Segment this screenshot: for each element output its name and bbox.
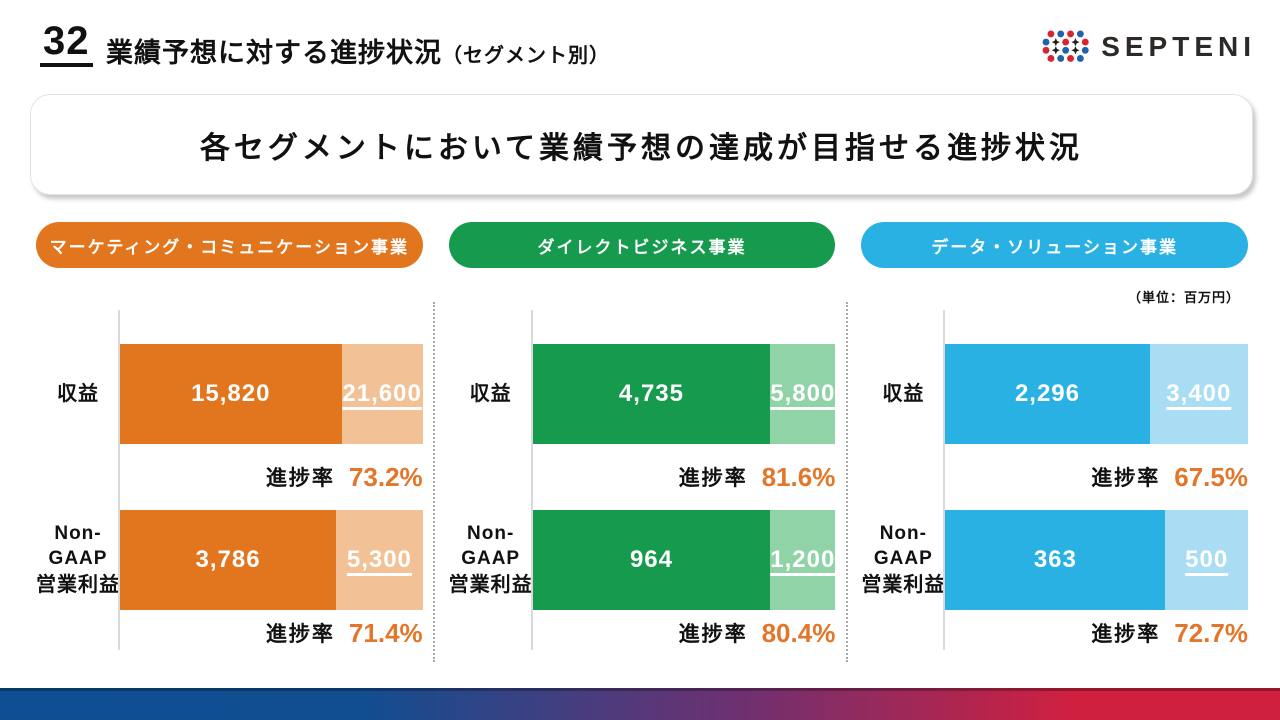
revenue-bar-row: 収益 15,820 21,600 [36, 344, 423, 444]
profit-bar-row: Non- GAAP 営業利益 363 500 [861, 510, 1248, 610]
footer-gradient-bar [0, 688, 1280, 720]
progress-label: 進捗率 [1091, 623, 1161, 646]
revenue-label: 収益 [882, 383, 925, 405]
progress-label: 進捗率 [678, 467, 748, 490]
page-number: 32 [40, 20, 93, 67]
profit-forecast-bar: 5,300 [336, 510, 423, 610]
charts-area: 収益 15,820 21,600 進捗率 73.2% Non- GAAP 営業利… [36, 302, 1248, 662]
progress-value: 80.4% [761, 617, 836, 648]
profit-label: Non- GAAP 営業利益 [448, 523, 533, 596]
profit-actual-value: 964 [629, 546, 673, 573]
profit-actual-bar: 363 [945, 510, 1166, 610]
septeni-logo-mark-icon [1042, 30, 1089, 62]
profit-forecast-bar: 500 [1165, 510, 1248, 610]
revenue-actual-value: 15,820 [191, 380, 271, 407]
chart-group-marketing: 収益 15,820 21,600 進捗率 73.2% Non- GAAP 営業利… [36, 310, 423, 660]
revenue-actual-value: 2,296 [1014, 380, 1080, 407]
revenue-label: 収益 [57, 383, 99, 405]
profit-progress-row: 進捗率 80.4% [449, 610, 836, 656]
axis-line [530, 310, 533, 650]
profit-actual-bar: 3,786 [120, 510, 337, 610]
profit-progress-row: 進捗率 72.7% [861, 610, 1248, 656]
progress-label: 進捗率 [265, 467, 335, 490]
progress-label: 進捗率 [678, 623, 748, 646]
progress-value: 73.2% [348, 461, 423, 492]
profit-bar: 964 1,200 [532, 510, 836, 610]
revenue-bar: 4,735 5,800 [532, 344, 836, 444]
progress-value: 72.7% [1174, 617, 1248, 648]
revenue-forecast-bar: 3,400 [1149, 344, 1248, 444]
progress-label: 進捗率 [265, 623, 335, 646]
slide-title-suffix: （セグメント別） [442, 45, 610, 67]
axis-line [943, 310, 946, 650]
revenue-forecast-bar: 5,800 [770, 344, 836, 444]
profit-forecast-bar: 1,200 [770, 510, 836, 610]
revenue-progress-row: 進捗率 73.2% [36, 444, 423, 510]
revenue-actual-bar: 15,820 [120, 344, 342, 444]
profit-actual-bar: 964 [532, 510, 771, 610]
profit-bar-row: Non- GAAP 営業利益 3,786 5,300 [36, 510, 423, 610]
revenue-actual-value: 4,735 [618, 380, 684, 407]
axis-line [118, 310, 120, 650]
revenue-actual-bar: 2,296 [945, 344, 1150, 444]
profit-bar: 3,786 5,300 [120, 510, 423, 610]
dotted-separator-1 [433, 302, 435, 662]
profit-label: Non- GAAP 営業利益 [861, 523, 946, 596]
progress-value: 81.6% [761, 461, 836, 492]
revenue-bar: 15,820 21,600 [120, 344, 423, 444]
revenue-label: 収益 [469, 383, 512, 405]
chart-group-data: 収益 2,296 3,400 進捗率 67.5% Non- GAAP 営業利益 … [861, 310, 1248, 660]
revenue-bar-row: 収益 4,735 5,800 [449, 344, 836, 444]
unit-note: （単位：百万円） [1127, 290, 1240, 305]
revenue-forecast-value: 3,400 [1166, 380, 1232, 407]
profit-label: Non- GAAP 営業利益 [36, 523, 120, 596]
slide-title: 業績予想に対する進捗状況（セグメント別） [106, 31, 610, 70]
revenue-progress-row: 進捗率 67.5% [861, 444, 1248, 510]
revenue-actual-bar: 4,735 [532, 344, 771, 444]
headline-text: 各セグメントにおいて業績予想の達成が目指せる進捗状況 [199, 131, 1084, 165]
profit-bar: 363 500 [945, 510, 1248, 610]
revenue-progress-row: 進捗率 81.6% [449, 444, 836, 510]
revenue-forecast-value: 5,800 [770, 380, 836, 407]
revenue-bar-row: 収益 2,296 3,400 [861, 344, 1248, 444]
revenue-forecast-value: 21,600 [342, 380, 422, 407]
progress-value: 67.5% [1174, 461, 1248, 492]
dotted-separator-2 [846, 302, 848, 662]
chart-group-direct: 収益 4,735 5,800 進捗率 81.6% Non- GAAP 営業利益 … [449, 310, 836, 660]
profit-forecast-value: 5,300 [346, 546, 412, 573]
segment-pill-data: データ・ソリューション事業 [861, 222, 1248, 268]
profit-actual-value: 363 [1033, 546, 1077, 573]
profit-bar-row: Non- GAAP 営業利益 964 1,200 [449, 510, 836, 610]
segment-pill-direct: ダイレクトビジネス事業 [448, 222, 836, 268]
profit-forecast-value: 500 [1185, 546, 1229, 573]
septeni-wordmark: SEPTENI [1101, 31, 1256, 62]
revenue-bar: 2,296 3,400 [945, 344, 1248, 444]
progress-value: 71.4% [348, 617, 423, 648]
slide-title-main: 業績予想に対する進捗状況 [106, 38, 442, 68]
septeni-logo: SEPTENI [1037, 25, 1256, 69]
revenue-forecast-bar: 21,600 [341, 344, 423, 444]
progress-label: 進捗率 [1091, 467, 1161, 490]
profit-progress-row: 進捗率 71.4% [36, 610, 423, 656]
segment-header-row: マーケティング・コミュニケーション事業 ダイレクトビジネス事業 データ・ソリュー… [36, 222, 1248, 268]
segment-pill-marketing: マーケティング・コミュニケーション事業 [36, 222, 423, 268]
profit-forecast-value: 1,200 [770, 546, 836, 573]
profit-actual-value: 3,786 [195, 546, 261, 573]
headline-box: 各セグメントにおいて業績予想の達成が目指せる進捗状況 [30, 94, 1253, 195]
